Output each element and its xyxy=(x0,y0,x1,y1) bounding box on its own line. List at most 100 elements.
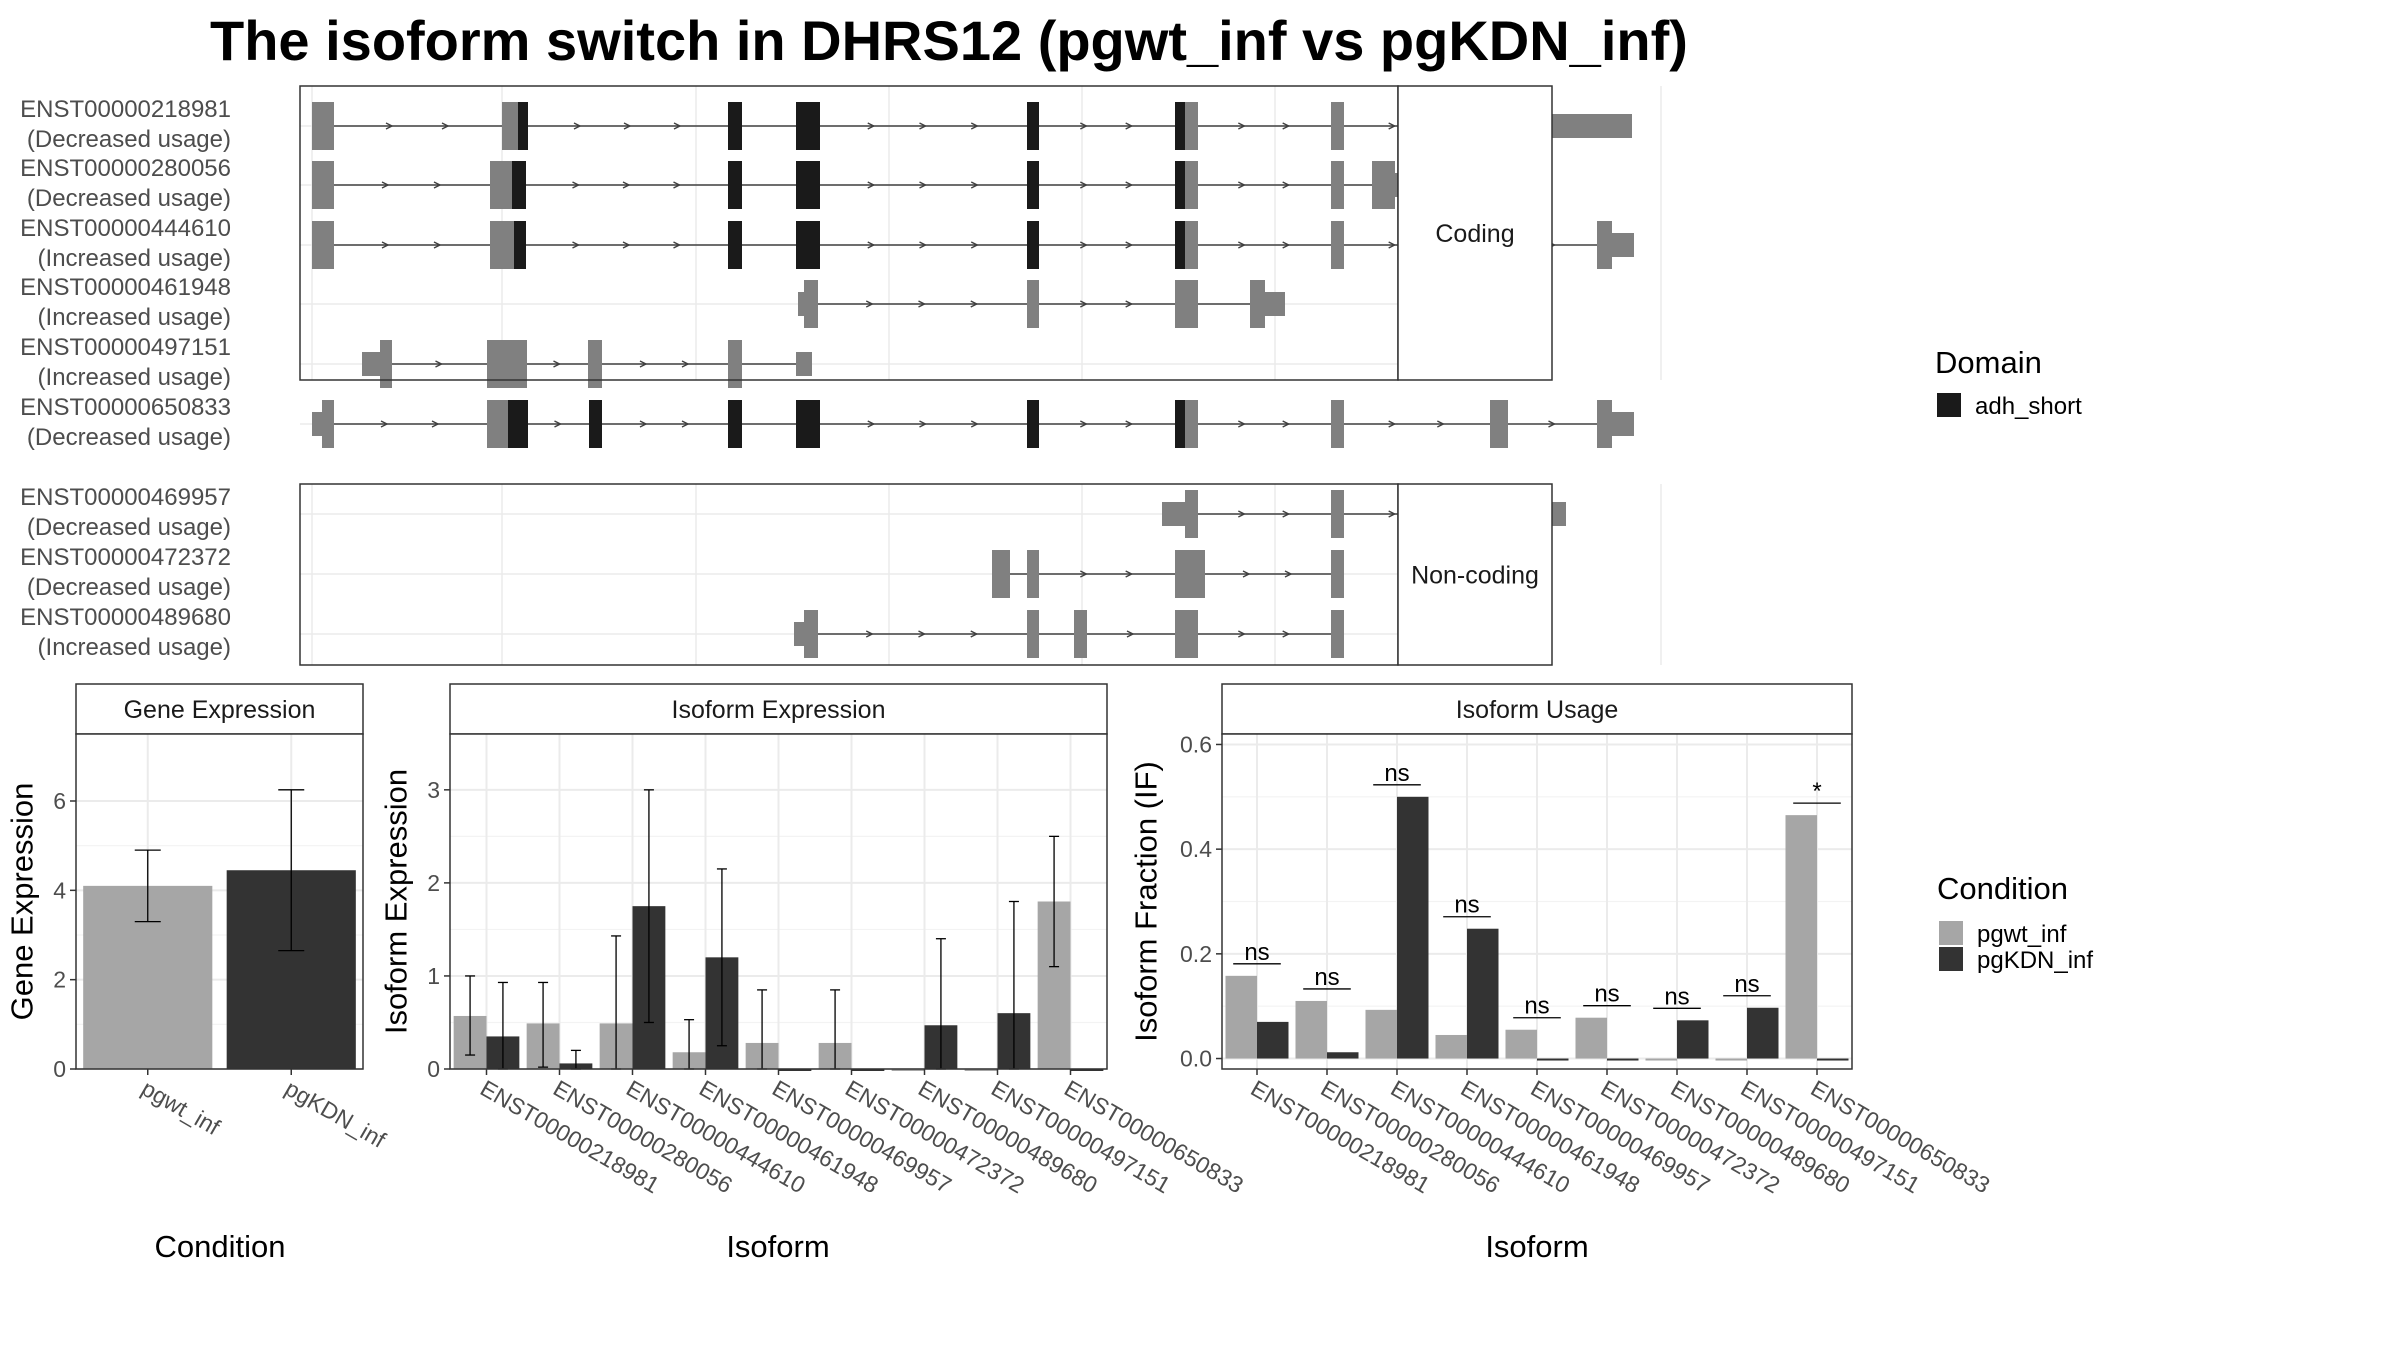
exon-block xyxy=(312,161,334,209)
intron-arrow xyxy=(1238,630,1246,638)
intron-arrow xyxy=(681,360,690,368)
intron-arrow xyxy=(573,122,582,130)
domain-block xyxy=(796,161,820,209)
isoform-id-label: ENST00000650833 xyxy=(20,394,231,421)
errorbar-pgwt_inf-ENST00000280056 xyxy=(538,981,549,1068)
intron-arrow xyxy=(918,630,927,638)
intron-arrow xyxy=(865,300,874,308)
exon-block xyxy=(312,102,334,150)
panel-strip-title: Isoform Expression xyxy=(672,696,886,724)
y-axis-title: Gene Expression xyxy=(5,783,40,1021)
utr-block xyxy=(1265,292,1285,316)
significance-ENST00000218981: ns xyxy=(1233,939,1281,966)
domain-block xyxy=(728,221,742,269)
domain-block xyxy=(512,161,526,209)
isoform-id-label: ENST00000469957 xyxy=(20,484,231,511)
intron-arrow xyxy=(622,241,631,249)
domain-block xyxy=(1175,161,1185,209)
isoform-usage-label: (Decreased usage) xyxy=(27,574,231,601)
figure-title: The isoform switch in DHRS12 (pgwt_inf v… xyxy=(210,9,1688,72)
bar-pgwt_inf-ENST00000280056 xyxy=(1295,1000,1327,1059)
intron-arrow xyxy=(1284,570,1293,578)
intron-arrow xyxy=(865,630,874,638)
errorbar-pgKDN_inf xyxy=(278,789,305,952)
intron-arrow xyxy=(867,122,876,130)
isoform-usage-label: (Increased usage) xyxy=(38,304,231,331)
intron-arrow xyxy=(1125,420,1134,428)
gene-expression-chart: Gene Expression 0 2 4 6 pgwt_inf pgKDN_inf Gene… xyxy=(5,683,391,1264)
plot-border xyxy=(75,733,364,1070)
intron-arrow xyxy=(1282,181,1291,189)
intron-arrow xyxy=(1437,420,1445,428)
panel-strip-title: Isoform Usage xyxy=(1456,696,1619,724)
bar-pgwt_inf-ENST00000469957 xyxy=(1505,1029,1537,1059)
errorbar-pgKDN_inf-ENST00000461948 xyxy=(716,868,727,1047)
intron-arrow xyxy=(381,241,390,249)
significance-label: ns xyxy=(1454,892,1479,919)
intron-arrow xyxy=(553,360,562,368)
intron-arrow xyxy=(867,420,876,428)
domain-legend-key-adh-short xyxy=(1937,393,1961,417)
exon-block xyxy=(804,280,818,328)
utr-block xyxy=(1612,233,1634,257)
intron-arrow xyxy=(1238,420,1246,428)
transcript-ENST00000472372 xyxy=(992,550,1344,598)
exon-block xyxy=(1185,400,1198,448)
y-tick-label: 3 xyxy=(427,777,440,803)
intron-arrow xyxy=(1282,241,1291,249)
exon-block xyxy=(1490,400,1508,448)
condition-legend: Condition pgwt_inf pgKDN_inf xyxy=(1937,871,2093,974)
intron-arrow xyxy=(1388,420,1397,428)
y-tick-label: 4 xyxy=(53,877,66,903)
intron-arrow xyxy=(673,181,682,189)
domain-block xyxy=(728,161,742,209)
exon-block xyxy=(1331,610,1344,658)
significance-label: ns xyxy=(1314,964,1339,991)
bar-pgKDN_inf-ENST00000444610 xyxy=(1397,796,1429,1059)
intron-arrow xyxy=(919,420,928,428)
bar-pgKDN_inf-ENST00000489680 xyxy=(1677,1020,1709,1059)
intron-arrow xyxy=(572,181,581,189)
exon-block xyxy=(487,400,508,448)
y-tick-label: 2 xyxy=(427,870,440,896)
bar-pgKDN_inf-ENST00000472372 xyxy=(1607,1058,1639,1061)
intron-arrow xyxy=(385,122,394,130)
isoform-expression-chart: Isoform Expression0123ENST00000218981ENS… xyxy=(379,683,1248,1264)
y-tick-label: 0 xyxy=(427,1056,440,1082)
utr-block xyxy=(794,622,804,646)
isoform-usage-label: (Increased usage) xyxy=(38,364,231,391)
y-tick-label: 0.2 xyxy=(1180,941,1212,967)
isoform-id-label: ENST00000444610 xyxy=(20,215,231,242)
condition-legend-label-pgkdn-inf: pgKDN_inf xyxy=(1977,947,2093,974)
domain-block xyxy=(796,102,820,150)
utr-block xyxy=(312,412,322,436)
exon-block xyxy=(804,610,818,658)
intron-arrow xyxy=(639,420,648,428)
bar-pgKDN_inf-ENST00000497151 xyxy=(1747,1007,1779,1059)
domain-block xyxy=(728,400,742,448)
significance-label: ns xyxy=(1244,939,1269,966)
intron-arrow xyxy=(1125,300,1134,308)
facet-strip-label: Coding xyxy=(1435,220,1514,248)
domain-block xyxy=(1027,102,1039,150)
domain-legend-label-adh-short: adh_short xyxy=(1975,393,2082,420)
significance-label: ns xyxy=(1384,760,1409,787)
isoform-id-label: ENST00000461948 xyxy=(20,274,231,301)
intron-arrow xyxy=(867,241,876,249)
bar-pgKDN_inf-ENST00000650833 xyxy=(1070,1069,1104,1071)
isoform-id-label: ENST00000497151 xyxy=(20,334,231,361)
domain-legend-title: Domain xyxy=(1935,345,2042,380)
intron-arrow xyxy=(1282,420,1291,428)
isoform-usage-label: (Decreased usage) xyxy=(27,424,231,451)
exon-block xyxy=(1331,102,1344,150)
condition-legend-label-pgwt-inf: pgwt_inf xyxy=(1977,921,2067,948)
errorbar-pgKDN_inf-ENST00000444610 xyxy=(643,789,654,1024)
intron-arrow xyxy=(970,122,979,130)
condition-legend-title: Condition xyxy=(1937,871,2068,906)
exon-block xyxy=(1175,280,1198,328)
domain-block xyxy=(796,221,820,269)
transcript-ENST00000280056 xyxy=(312,161,1428,209)
panel-strip xyxy=(75,683,364,735)
domain-block xyxy=(1175,221,1185,269)
